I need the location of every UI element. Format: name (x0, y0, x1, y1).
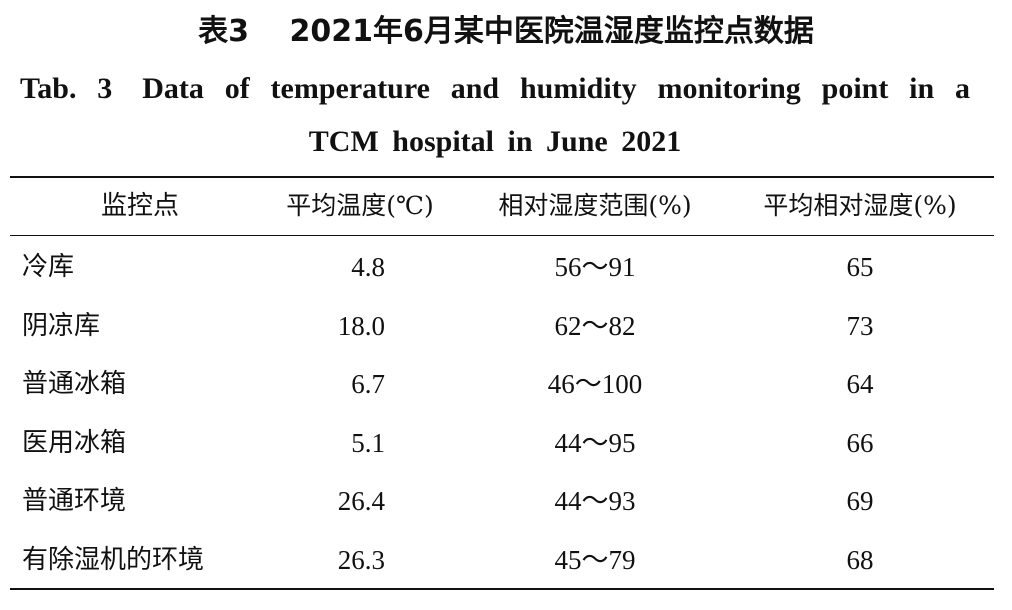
table-top-rule (10, 176, 994, 178)
cell-average-temperature: 4.8 (351, 252, 385, 282)
cell-average-temperature: 26.3 (337, 545, 385, 575)
table-caption-cn: 表3 2021年6月某中医院温湿度监控点数据 (198, 14, 814, 49)
cell-monitoring-point: 阴凉库 (22, 311, 101, 341)
cell-monitoring-point: 冷库 (22, 252, 75, 282)
cell-humidity-range: 44～95 (554, 428, 636, 458)
cell-monitoring-point: 有除湿机的环境 (22, 545, 205, 575)
cell-humidity-range: 44～93 (554, 486, 636, 516)
cell-monitoring-point: 医用冰箱 (22, 428, 127, 458)
header-average-temperature: 平均温度(℃) (286, 191, 434, 220)
cell-humidity-range: 62～82 (554, 311, 636, 341)
cell-average-temperature: 5.1 (351, 428, 385, 458)
cell-humidity-range: 56～91 (554, 252, 636, 282)
header-humidity-range: 相对湿度范围(%) (498, 191, 692, 220)
cell-average-temperature: 18.0 (337, 311, 385, 341)
table-caption-en-line2: TCM hospital in June 2021 (308, 125, 682, 158)
table-caption-en-line1: Tab. 3 Data of temperature and humidity … (20, 72, 970, 105)
cell-humidity-range: 46～100 (547, 369, 643, 399)
cell-monitoring-point: 普通环境 (22, 486, 127, 516)
table-bottom-rule (10, 588, 994, 590)
cell-average-temperature: 26.4 (337, 486, 385, 516)
table-header-rule (10, 235, 994, 236)
header-average-humidity: 平均相对湿度(%) (763, 191, 957, 220)
cell-average-humidity: 64 (846, 369, 874, 399)
cell-average-humidity: 68 (846, 545, 874, 575)
cell-monitoring-point: 普通冰箱 (22, 369, 127, 399)
header-monitoring-point: 监控点 (100, 191, 179, 221)
cell-average-temperature: 6.7 (351, 369, 385, 399)
cell-average-humidity: 69 (846, 486, 874, 516)
cell-average-humidity: 65 (846, 252, 874, 282)
cell-humidity-range: 45～79 (554, 545, 636, 575)
cell-average-humidity: 73 (846, 311, 874, 341)
cell-average-humidity: 66 (846, 428, 874, 458)
